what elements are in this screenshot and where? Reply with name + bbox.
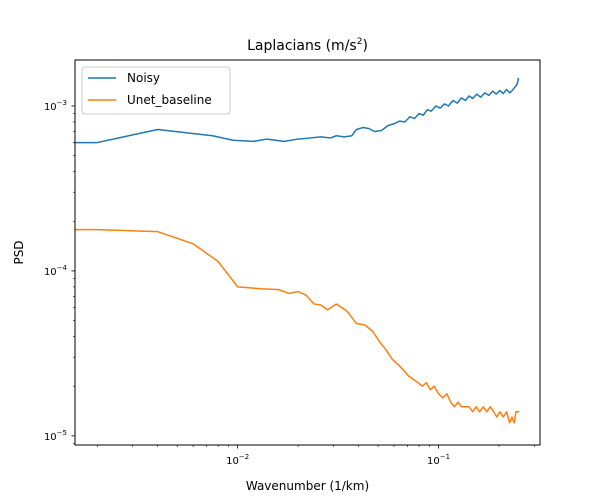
x-tick-label: 10−2	[226, 453, 249, 467]
series-line-unet-baseline	[75, 228, 520, 424]
chart-title-main: Laplacians (m/s	[247, 38, 357, 54]
axes-frame	[74, 59, 541, 446]
y-tick-label: 10−4	[44, 264, 68, 278]
y-axis-label: PSD	[12, 240, 26, 264]
series-line-noisy	[75, 77, 520, 144]
x-axis-label: Wavenumber (1/km)	[246, 479, 369, 493]
y-tick-label: 10−3	[44, 99, 67, 113]
legend-label-unet-baseline: Unet_baseline	[127, 93, 212, 107]
y-tick-label: 10−5	[44, 429, 67, 443]
plot-area	[74, 59, 541, 446]
legend-label-noisy: Noisy	[127, 71, 160, 85]
chart-title-suffix: )	[362, 38, 367, 54]
x-tick-label: 10−1	[427, 453, 450, 467]
series-layer	[75, 77, 520, 424]
chart-title: Laplacians (m/s2)	[247, 37, 368, 54]
legend: Noisy Unet_baseline	[81, 66, 231, 115]
legend-box	[81, 66, 231, 115]
y-axis: 10−5 10−4 10−3	[44, 99, 75, 444]
x-axis: 10−2 10−1	[96, 445, 535, 467]
chart-title-superscript: 2	[357, 37, 363, 47]
